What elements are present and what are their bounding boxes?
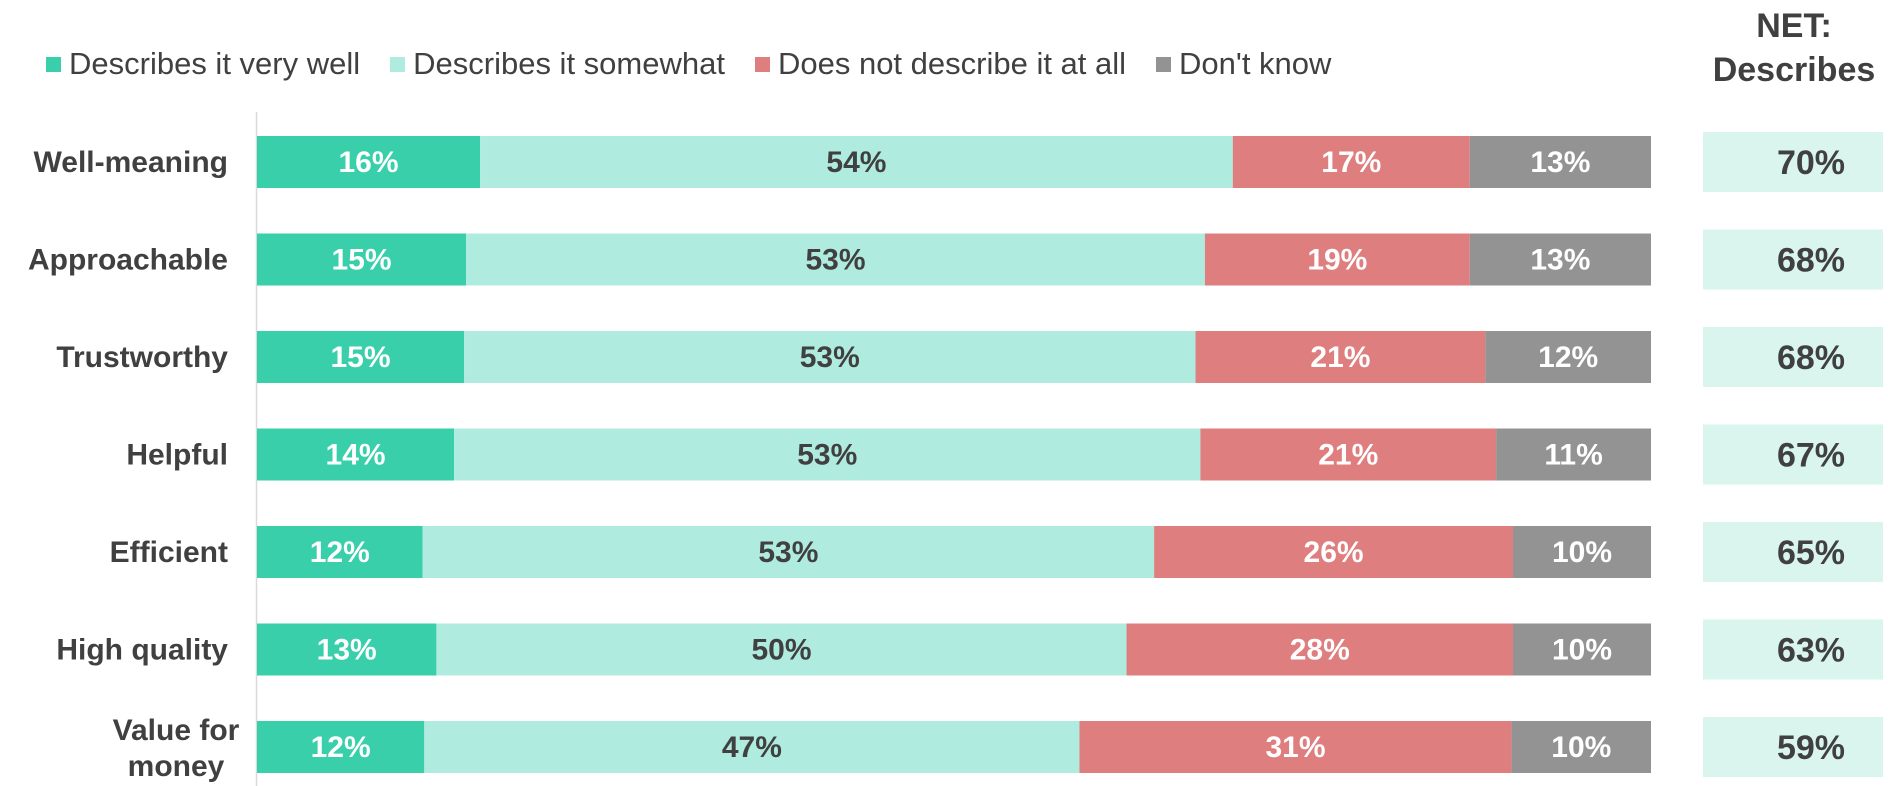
data-label: 13% xyxy=(1530,244,1590,277)
bar-segment xyxy=(1200,428,1497,481)
data-label: 19% xyxy=(1307,244,1367,277)
category-label: Trustworthy xyxy=(56,341,228,374)
bar-segment xyxy=(1512,623,1651,676)
data-label: 53% xyxy=(805,244,865,277)
net-header-line2: Describes xyxy=(1712,51,1876,89)
legend-item: Describes it somewhat xyxy=(390,46,725,82)
data-label: 17% xyxy=(1321,146,1381,179)
net-value: 68% xyxy=(1777,339,1845,377)
legend-swatch xyxy=(754,56,770,72)
data-label: 47% xyxy=(722,731,782,764)
data-label: 12% xyxy=(310,536,370,569)
bar-segment xyxy=(257,428,455,481)
legend-label: Describes it somewhat xyxy=(413,46,725,81)
data-label: 10% xyxy=(1552,634,1612,667)
bar-segment xyxy=(1512,526,1651,578)
data-label: 53% xyxy=(800,341,860,374)
net-value: 68% xyxy=(1777,242,1845,280)
legend-swatch xyxy=(1156,56,1172,72)
category-label: High quality xyxy=(56,634,228,667)
data-label: 10% xyxy=(1551,731,1611,764)
legend: Describes it very well Describes it somew… xyxy=(46,46,1361,82)
data-label: 12% xyxy=(311,731,371,764)
legend-item: Does not describe it at all xyxy=(754,46,1127,82)
bar-segment xyxy=(257,623,437,676)
bar-segment xyxy=(1511,721,1651,773)
bar-segment xyxy=(454,428,1201,481)
net-value: 70% xyxy=(1777,144,1845,182)
net-header: NET: Describes xyxy=(1700,4,1888,92)
data-label: 21% xyxy=(1310,341,1370,374)
bar-segment xyxy=(257,331,465,383)
data-label: 11% xyxy=(1544,439,1602,472)
category-label: Value for money xyxy=(113,714,240,783)
bar-segment xyxy=(257,233,467,286)
category-label: Efficient xyxy=(110,536,228,569)
net-header-line1: NET: xyxy=(1756,7,1832,45)
net-box xyxy=(1703,619,1883,680)
bar-segment xyxy=(1154,526,1513,578)
net-box xyxy=(1703,132,1883,192)
bar-segment xyxy=(464,331,1196,383)
data-label: 12% xyxy=(1538,341,1598,374)
legend-label: Describes it very well xyxy=(69,46,361,81)
bar-segment xyxy=(1079,721,1512,773)
data-label: 16% xyxy=(338,146,398,179)
bar-segment xyxy=(1469,136,1651,188)
data-label: 21% xyxy=(1318,439,1378,472)
data-label: 50% xyxy=(751,634,811,667)
data-label: 10% xyxy=(1552,536,1612,569)
bar-segment xyxy=(257,526,423,578)
data-label: 13% xyxy=(317,634,377,667)
bar-segment xyxy=(1126,623,1513,676)
data-label: 53% xyxy=(797,439,857,472)
net-box xyxy=(1703,229,1883,290)
bar-segment xyxy=(466,233,1205,286)
bar-segment xyxy=(257,136,481,188)
bar-segment xyxy=(424,721,1080,773)
data-label: 15% xyxy=(332,244,392,277)
data-label: 53% xyxy=(758,536,818,569)
net-box xyxy=(1703,522,1883,582)
data-label: 28% xyxy=(1290,634,1350,667)
legend-label: Does not describe it at all xyxy=(777,46,1127,81)
bar-segment xyxy=(436,623,1127,676)
legend-item: Describes it very well xyxy=(46,46,360,82)
bar-segment xyxy=(422,526,1155,578)
category-label: Approachable xyxy=(28,244,228,277)
category-label: Well-meaning xyxy=(34,146,228,179)
bar-segment xyxy=(480,136,1233,188)
bar-segment xyxy=(1204,233,1470,286)
net-value: 63% xyxy=(1777,632,1845,670)
legend-swatch xyxy=(390,56,406,72)
bar-segment xyxy=(1485,331,1651,383)
data-label: 26% xyxy=(1304,536,1364,569)
net-value: 67% xyxy=(1777,437,1845,475)
legend-label: Don't know xyxy=(1179,46,1332,81)
data-label: 15% xyxy=(330,341,390,374)
net-box xyxy=(1703,327,1883,387)
net-value: 65% xyxy=(1777,534,1845,572)
data-label: 31% xyxy=(1266,731,1326,764)
bar-segment xyxy=(257,721,425,773)
data-label: 14% xyxy=(326,439,386,472)
legend-swatch xyxy=(46,56,61,72)
bar-segment xyxy=(1496,428,1651,481)
data-label: 54% xyxy=(826,146,886,179)
legend-item: Don't know xyxy=(1156,46,1331,82)
bar-segment xyxy=(1469,233,1651,286)
bar-segment xyxy=(1232,136,1470,188)
net-box xyxy=(1703,424,1883,485)
net-value: 59% xyxy=(1777,729,1845,767)
net-box xyxy=(1703,717,1883,777)
data-label: 13% xyxy=(1530,146,1590,179)
bar-segment xyxy=(1195,331,1486,383)
category-label: Helpful xyxy=(126,439,228,472)
